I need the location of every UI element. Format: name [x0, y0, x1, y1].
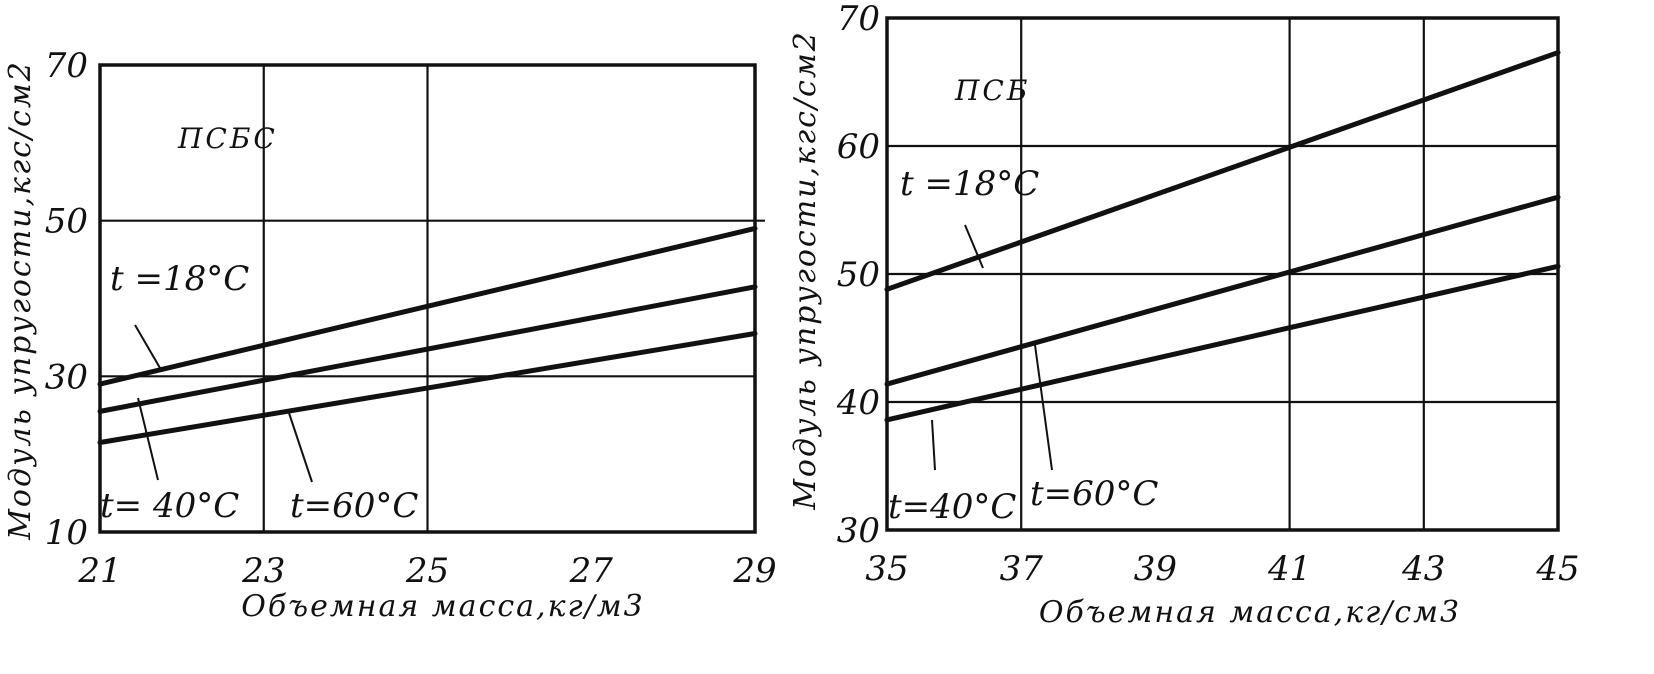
x-tick-label: 23	[241, 551, 285, 591]
series-line	[884, 263, 1561, 423]
x-tick-label: 45	[1535, 549, 1579, 589]
x-tick-label: 43	[1401, 549, 1445, 589]
y-tick-label: 70	[837, 0, 880, 39]
panel-title: ПСБ	[954, 74, 1030, 107]
chart-panel-psbs: 21 23 25 27 29 10 30 50 70 ПСБС Объемная масса,кг/…	[3, 46, 777, 624]
plot-frame	[885, 16, 1560, 532]
temperature-label: t =18°C	[900, 164, 1039, 204]
y-tick-label: 70	[45, 46, 88, 86]
series-line	[884, 194, 1561, 387]
panel-title: ПСБС	[177, 122, 278, 155]
temperature-label: t=60°C	[290, 486, 418, 526]
y-tick-label: 10	[45, 513, 88, 553]
y-axis-label: Модуль упругости,кгс/см2	[3, 60, 38, 541]
temperature-label: t=60°C	[1030, 474, 1158, 514]
x-tick-label: 27	[569, 551, 614, 591]
annotation-leader	[137, 397, 159, 481]
temperature-label: t= 40°C	[100, 486, 239, 526]
temperature-label: t=40°C	[888, 487, 1016, 527]
annotation-leader	[964, 224, 984, 269]
plot-frame	[98, 63, 757, 534]
y-tick-label: 30	[837, 511, 880, 551]
y-tick-label: 60	[837, 127, 880, 167]
x-axis-label: Объемная масса,кг/см3	[1039, 595, 1461, 630]
annotation-leader	[931, 419, 936, 471]
temperature-label: t =18°C	[110, 259, 249, 299]
x-tick-label: 35	[865, 549, 908, 589]
series-line	[884, 50, 1561, 292]
x-tick-label: 41	[1267, 549, 1311, 589]
y-tick-label: 50	[837, 255, 880, 295]
annotation-leader	[1034, 344, 1053, 471]
x-axis-label: Объемная масса,кг/м3	[241, 589, 645, 624]
y-tick-label: 30	[45, 357, 88, 397]
series-line	[97, 284, 758, 414]
x-tick-label: 37	[1000, 549, 1044, 589]
series-line	[97, 331, 758, 445]
y-tick-label: 40	[836, 383, 880, 423]
y-axis-label: Модуль упругости,кгс/см2	[788, 30, 823, 511]
x-tick-label: 39	[1134, 549, 1177, 589]
x-tick-label: 21	[77, 551, 121, 591]
x-tick-label: 25	[405, 551, 449, 591]
annotation-leader	[134, 324, 161, 369]
annotation-leader	[287, 409, 313, 483]
y-tick-label: 50	[45, 202, 88, 242]
x-tick-label: 29	[732, 551, 776, 591]
series-line	[97, 225, 758, 387]
chart-panel-psb: 35 37 39 41 43 45 30 40 50 60 70 ПСБ Объемная масса,…	[788, 0, 1580, 630]
